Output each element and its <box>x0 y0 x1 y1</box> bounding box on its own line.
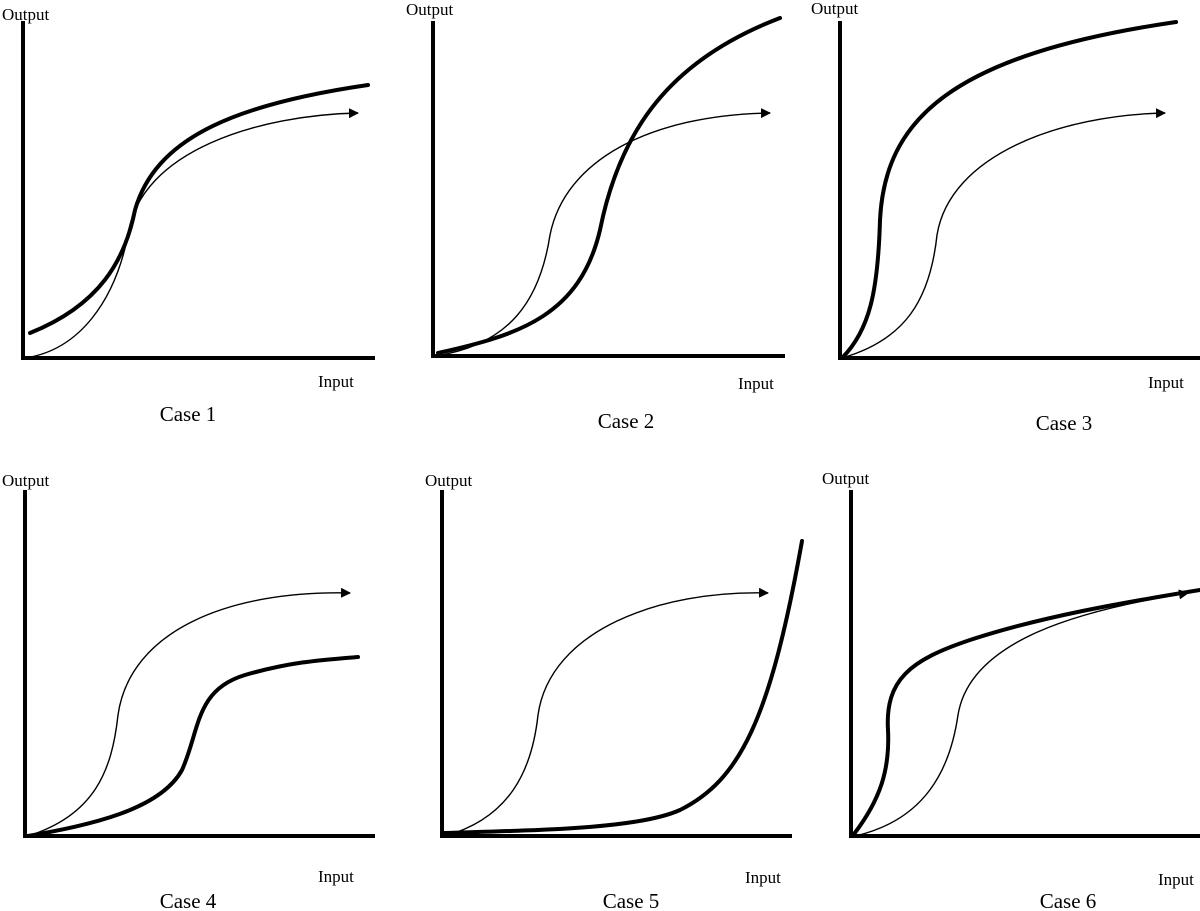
case-caption: Case 2 <box>598 409 655 433</box>
axes <box>21 21 375 360</box>
axes <box>440 490 792 838</box>
case-caption: Case 5 <box>603 889 660 911</box>
panel-case-2: Output Input Case 2 <box>406 0 785 433</box>
reference-curve <box>27 587 351 837</box>
input-axis-label: Input <box>745 868 781 887</box>
case-curve <box>852 588 1200 836</box>
output-axis-label: Output <box>811 0 859 18</box>
case-curve <box>840 20 1178 360</box>
reference-curve <box>854 589 1189 837</box>
input-axis-label: Input <box>318 867 354 886</box>
axes <box>849 490 1200 838</box>
output-axis-label: Output <box>822 469 870 488</box>
panel-case-5: Output Input Case 5 <box>425 471 804 911</box>
case-caption: Case 4 <box>160 889 217 911</box>
input-axis-label: Input <box>1158 870 1194 889</box>
panel-case-1: Output Input Case 1 <box>2 5 375 426</box>
case-curve <box>26 655 360 838</box>
reference-curve <box>841 108 1166 359</box>
reference-curve <box>434 108 771 357</box>
case-caption: Case 3 <box>1036 411 1093 435</box>
output-axis-label: Output <box>2 5 50 24</box>
case-curve <box>442 539 804 835</box>
axes <box>23 490 375 838</box>
output-axis-label: Output <box>2 471 50 490</box>
case-caption: Case 1 <box>160 402 217 426</box>
case-curve <box>28 83 370 335</box>
axes <box>431 21 785 358</box>
reference-curve <box>24 108 359 359</box>
input-axis-label: Input <box>1148 373 1184 392</box>
input-axis-label: Input <box>318 372 354 391</box>
panel-case-6: Output Input Case 6 <box>822 469 1200 911</box>
output-axis-label: Output <box>425 471 473 490</box>
reference-curve <box>444 587 769 837</box>
axes <box>838 21 1200 360</box>
panel-case-4: Output Input Case 4 <box>2 471 375 911</box>
panel-case-3: Output Input Case 3 <box>811 0 1200 435</box>
output-axis-label: Output <box>406 0 454 19</box>
input-axis-label: Input <box>738 374 774 393</box>
case-caption: Case 6 <box>1040 889 1097 911</box>
case-curve <box>436 16 782 355</box>
